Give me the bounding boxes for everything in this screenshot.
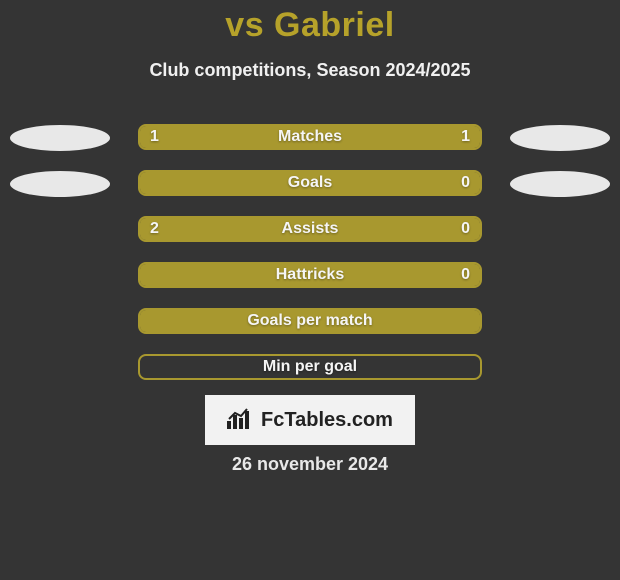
stat-bar-right [310,126,480,148]
stat-bar-track: Hattricks0 [138,262,482,288]
stat-label: Min per goal [140,356,480,378]
stat-bar-left [140,264,480,286]
decor-ellipse-right [510,171,610,197]
stat-rows: Matches11 Goals0 Assists20 Hattricks0 Goals … [0,124,620,400]
stat-bar-left [140,126,310,148]
stat-bar-track: Goals0 [138,170,482,196]
stat-bar-left [140,218,395,240]
stat-bar-right [395,218,480,240]
stat-bar-track: Assists20 [138,216,482,242]
page-title: vs Gabriel [0,6,620,45]
date-label: 26 november 2024 [0,454,620,475]
decor-ellipse-left [10,125,110,151]
stat-row: Goals0 [0,170,620,198]
brand-logo-text: FcTables.com [261,409,393,432]
stat-bar-track: Min per goal [138,354,482,380]
stat-row: Goals per match [0,308,620,336]
stat-row: Hattricks0 [0,262,620,290]
comparison-infographic: vs Gabriel Club competitions, Season 202… [0,0,620,580]
stat-bar-track: Matches11 [138,124,482,150]
stat-bar-left [140,172,480,194]
stat-row: Matches11 [0,124,620,152]
page-subtitle: Club competitions, Season 2024/2025 [0,60,620,81]
decor-ellipse-left [10,171,110,197]
brand-logo-box: FcTables.com [205,395,415,445]
stat-bar-track: Goals per match [138,308,482,334]
stat-row: Assists20 [0,216,620,244]
stat-bar-left [140,310,480,332]
stat-row: Min per goal [0,354,620,382]
bars-icon [227,407,253,434]
decor-ellipse-right [510,125,610,151]
